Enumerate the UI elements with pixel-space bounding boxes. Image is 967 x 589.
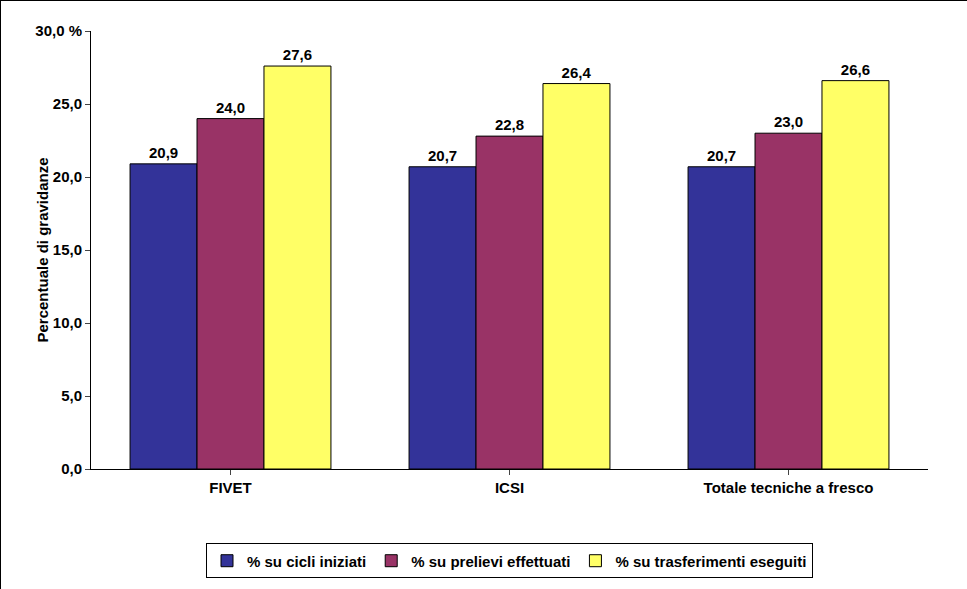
svg-text:Percentuale di gravidanze: Percentuale di gravidanze <box>34 157 51 342</box>
svg-text:5,0: 5,0 <box>61 387 82 404</box>
svg-text:26,4: 26,4 <box>562 64 592 81</box>
svg-text:20,0: 20,0 <box>53 168 82 185</box>
svg-text:10,0: 10,0 <box>53 314 82 331</box>
svg-text:20,7: 20,7 <box>428 147 457 164</box>
svg-text:15,0: 15,0 <box>53 241 82 258</box>
svg-text:Totale tecniche a fresco: Totale tecniche a fresco <box>704 479 874 496</box>
svg-text:ICSI: ICSI <box>495 479 524 496</box>
svg-text:22,8: 22,8 <box>495 116 524 133</box>
svg-text:20,7: 20,7 <box>707 147 736 164</box>
svg-text:0,0: 0,0 <box>61 460 82 477</box>
svg-text:% su prelievi effettuati: % su prelievi effettuati <box>411 553 570 570</box>
svg-text:% su cicli iniziati: % su cicli iniziati <box>247 553 366 570</box>
svg-text:% su trasferimenti eseguiti: % su trasferimenti eseguiti <box>615 553 806 570</box>
svg-text:26,6: 26,6 <box>841 61 870 78</box>
svg-text:FIVET: FIVET <box>209 479 252 496</box>
svg-text:27,6: 27,6 <box>283 46 312 63</box>
svg-text:20,9: 20,9 <box>149 144 178 161</box>
svg-text:25,0: 25,0 <box>53 95 82 112</box>
svg-text:24,0: 24,0 <box>216 99 245 116</box>
svg-text:30,0 %: 30,0 % <box>35 22 82 39</box>
svg-text:23,0: 23,0 <box>774 113 803 130</box>
